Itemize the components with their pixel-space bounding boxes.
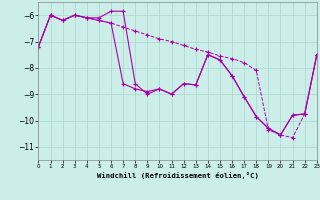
X-axis label: Windchill (Refroidissement éolien,°C): Windchill (Refroidissement éolien,°C): [97, 172, 259, 179]
